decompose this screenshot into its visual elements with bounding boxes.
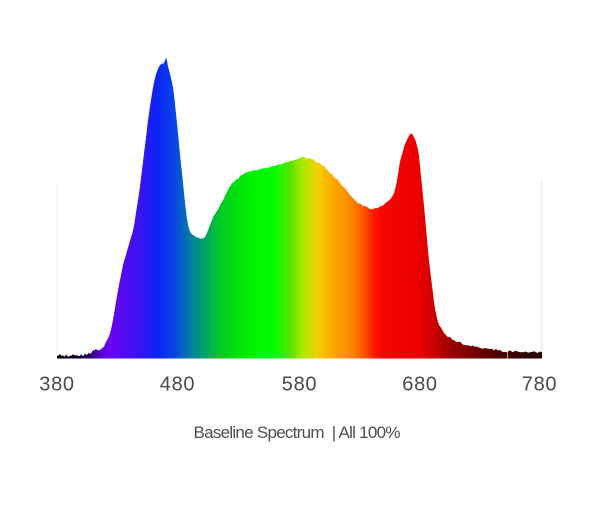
svg-text:Baseline Spectrum | All 100%: Baseline Spectrum | All 100% (194, 423, 401, 442)
svg-text:480: 480 (160, 374, 195, 396)
svg-text:380: 380 (39, 374, 74, 396)
svg-text:680: 680 (402, 374, 437, 396)
svg-text:580: 580 (282, 374, 317, 396)
svg-text:780: 780 (522, 374, 557, 396)
